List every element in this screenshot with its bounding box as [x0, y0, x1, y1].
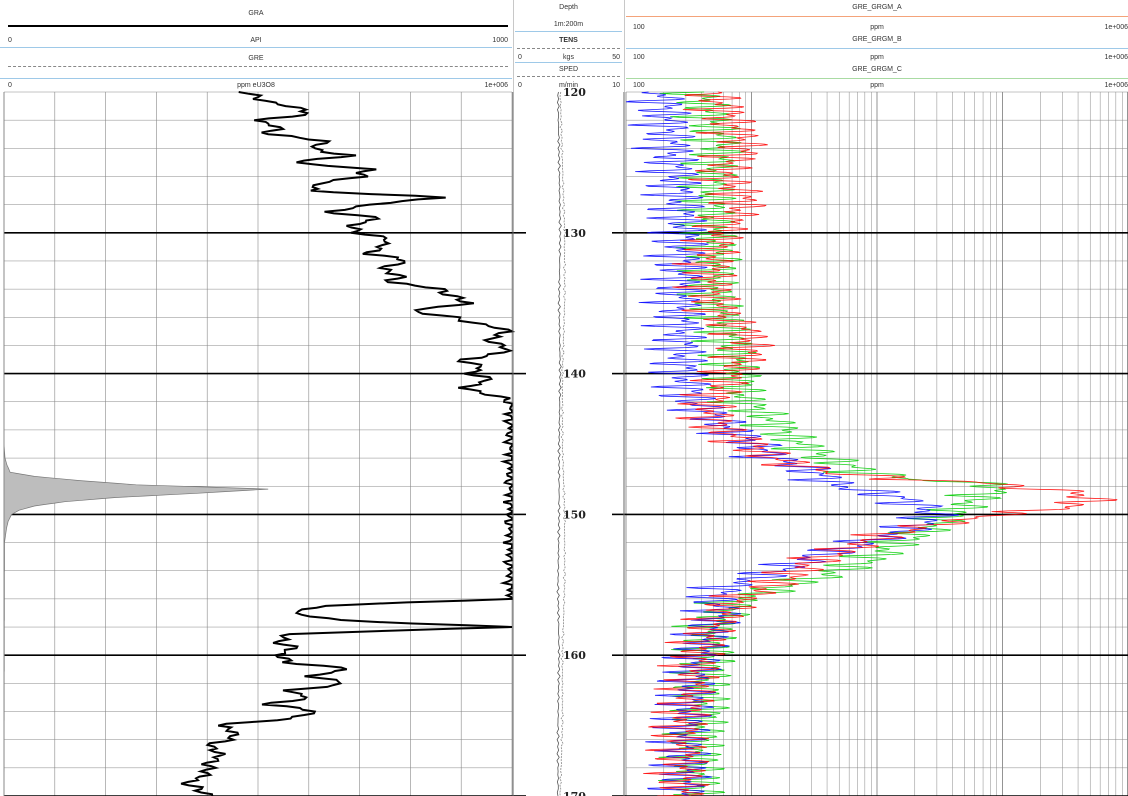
grgm-b-unit: ppm — [870, 54, 884, 61]
sped-curve-name: SPED — [558, 66, 579, 73]
grgm-a-curve — [643, 91, 1118, 796]
grgm-c-name: GRE_GRGM_C — [852, 66, 902, 73]
depth-title: Depth — [559, 4, 578, 11]
sped-curve — [556, 91, 562, 796]
depth-label: 140 — [563, 368, 586, 381]
grgm-c-min: 100 — [633, 82, 645, 89]
header-divider — [515, 31, 622, 32]
grgm-b-max: 1e+006 — [1104, 54, 1128, 61]
depth-label: 160 — [563, 649, 586, 662]
gra-unit: API — [250, 37, 262, 44]
tens-curve-swatch — [517, 48, 620, 49]
grgm-a-swatch — [626, 16, 1128, 17]
grgm-c-max: 1e+006 — [1104, 82, 1128, 89]
grgm-b-min: 100 — [633, 54, 645, 61]
gre-min: 0 — [8, 82, 12, 89]
gra-min: 0 — [8, 37, 12, 44]
gra-max: 1000 — [492, 37, 508, 44]
grgm-a-name: GRE_GRGM_A — [852, 4, 902, 11]
tens-min: 0 — [518, 54, 522, 61]
header-divider — [515, 62, 622, 63]
gra-curve-name: GRA — [248, 10, 264, 17]
tens-max: 50 — [612, 54, 620, 61]
grgm-a-max: 1e+006 — [1104, 24, 1128, 31]
sped-unit: m/min — [558, 82, 579, 89]
depth-label: 150 — [563, 508, 586, 521]
gre-unit: ppm eU3O8 — [237, 82, 275, 89]
header-separator — [624, 0, 625, 92]
grgm-c-swatch — [626, 78, 1128, 79]
sped-min: 0 — [518, 82, 522, 89]
grgm-c-curve — [657, 91, 1008, 796]
depth-label: 170 — [563, 790, 586, 796]
grgm-b-name: GRE_GRGM_B — [852, 36, 902, 43]
sped-max: 10 — [612, 82, 620, 89]
grgm-a-min: 100 — [633, 24, 645, 31]
depth-label: 120 — [563, 86, 586, 99]
gra-curve-swatch — [8, 25, 508, 27]
gra-curve — [180, 91, 516, 796]
depth-scale: 1m:200m — [553, 21, 584, 28]
tens-unit: kgs — [563, 54, 574, 61]
grgm-a-unit: ppm — [870, 24, 884, 31]
tens-curve-name: TENS — [559, 37, 578, 44]
depth-label: 130 — [563, 227, 586, 240]
tens-curve — [559, 91, 567, 796]
gre-curve-swatch — [8, 66, 508, 67]
sped-curve-swatch — [517, 76, 620, 77]
gre-curve-name: GRE — [248, 55, 264, 62]
gre-max: 1e+006 — [484, 82, 508, 89]
gre-curve — [3, 92, 269, 796]
header-divider — [0, 78, 512, 79]
grgm-b-swatch — [626, 48, 1128, 49]
header-divider — [0, 47, 512, 48]
header-separator — [513, 0, 514, 92]
grgm-c-unit: ppm — [870, 82, 884, 89]
grgm-b-curve — [625, 91, 960, 796]
